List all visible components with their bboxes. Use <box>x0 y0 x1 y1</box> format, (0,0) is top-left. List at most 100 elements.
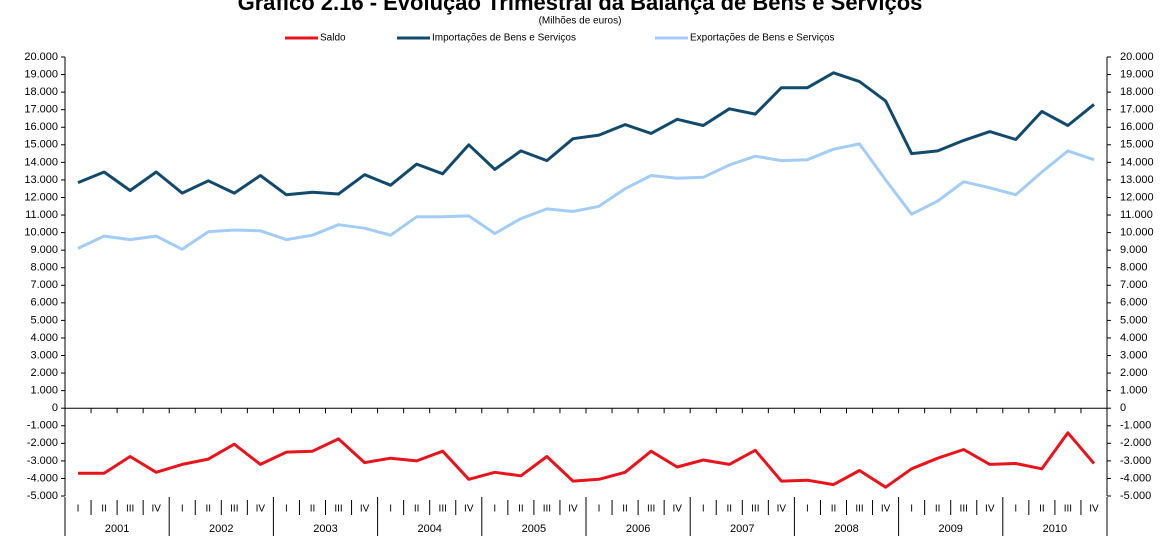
x-tick-label: III <box>960 504 968 515</box>
y-tick-label: 6.000 <box>30 297 58 309</box>
y2-tick-label: 0 <box>1120 402 1126 414</box>
x-tick-label: IV <box>256 504 266 515</box>
group-label: 2001 <box>105 523 129 535</box>
y2-tick-label: 4.000 <box>1120 332 1148 344</box>
y2-tick-label: 9.000 <box>1120 244 1148 256</box>
group-label: 2008 <box>834 523 858 535</box>
x-tick-label: I <box>598 504 601 515</box>
y2-tick-label: 17.000 <box>1120 104 1154 116</box>
y2-tick-label: 8.000 <box>1120 262 1148 274</box>
y2-tick-label: 10.000 <box>1120 227 1154 239</box>
chart-title: Gráfico 2.16 - Evolução Trimestral da Ba… <box>238 0 923 15</box>
group-label: 2005 <box>522 523 546 535</box>
y2-tick-label: 5.000 <box>1120 314 1148 326</box>
x-tick-label: IV <box>1089 504 1099 515</box>
x-tick-label: II <box>1039 504 1045 515</box>
x-tick-label: III <box>543 504 551 515</box>
y-tick-label: 2.000 <box>30 367 58 379</box>
x-tick-label: IV <box>464 504 474 515</box>
legend-label: Exportações de Bens e Serviços <box>690 33 835 44</box>
y2-tick-label: 18.000 <box>1120 86 1154 98</box>
y2-tick-label: 7.000 <box>1120 279 1148 291</box>
y-tick-label: 15.000 <box>24 139 58 151</box>
x-tick-label: I <box>493 504 496 515</box>
x-tick-label: I <box>285 504 288 515</box>
series-line <box>77 71 1095 197</box>
group-label: 2006 <box>626 523 650 535</box>
x-tick-label: I <box>389 504 392 515</box>
x-tick-label: II <box>414 504 420 515</box>
y-tick-label: 17.000 <box>24 104 58 116</box>
x-tick-label: III <box>751 504 759 515</box>
y-tick-label: -5.000 <box>27 490 58 502</box>
y-tick-label: -4.000 <box>27 472 58 484</box>
y-tick-label: 4.000 <box>30 332 58 344</box>
x-tick-label: I <box>910 504 913 515</box>
x-tick-label: IV <box>360 504 370 515</box>
legend-label: Importações de Bens e Serviços <box>432 33 576 44</box>
legend-label: Saldo <box>320 33 346 44</box>
x-tick-label: III <box>439 504 447 515</box>
y-tick-label: 16.000 <box>24 121 58 133</box>
x-tick-label: II <box>205 504 211 515</box>
x-tick-label: III <box>230 504 238 515</box>
x-tick-label: I <box>77 504 80 515</box>
x-tick-label: IV <box>672 504 682 515</box>
y-tick-label: 8.000 <box>30 262 58 274</box>
y-tick-label: 20.000 <box>24 51 58 63</box>
y-tick-label: -3.000 <box>27 455 58 467</box>
y2-tick-label: 19.000 <box>1120 68 1154 80</box>
x-tick-label: II <box>935 504 941 515</box>
x-tick-label: III <box>647 504 655 515</box>
y2-tick-label: 2.000 <box>1120 367 1148 379</box>
x-tick-label: II <box>622 504 628 515</box>
x-tick-label: II <box>101 504 107 515</box>
y-tick-label: 10.000 <box>24 227 58 239</box>
group-label: 2010 <box>1043 523 1067 535</box>
y-tick-label: 3.000 <box>30 349 58 361</box>
chart-subtitle: (Milhões de euros) <box>539 16 622 27</box>
y2-tick-label: 16.000 <box>1120 121 1154 133</box>
y2-tick-label: 11.000 <box>1120 209 1153 221</box>
x-tick-label: III <box>1064 504 1072 515</box>
series-line <box>77 142 1095 251</box>
y2-tick-label: 1.000 <box>1120 385 1148 397</box>
y-tick-label: 13.000 <box>24 174 58 186</box>
x-tick-label: IV <box>985 504 995 515</box>
x-tick-label: IV <box>881 504 891 515</box>
x-tick-label: IV <box>568 504 578 515</box>
y-tick-label: -1.000 <box>27 420 58 432</box>
y2-tick-label: 14.000 <box>1120 156 1154 168</box>
group-label: 2003 <box>313 523 337 535</box>
x-tick-label: III <box>334 504 342 515</box>
y-tick-label: 5.000 <box>30 314 58 326</box>
group-label: 2009 <box>938 523 962 535</box>
y-tick-label: 7.000 <box>30 279 58 291</box>
y-tick-label: 14.000 <box>24 156 58 168</box>
group-label: 2002 <box>209 523 233 535</box>
x-tick-label: III <box>126 504 134 515</box>
y2-tick-label: -3.000 <box>1120 455 1151 467</box>
y2-tick-label: 6.000 <box>1120 297 1148 309</box>
y2-tick-label: 12.000 <box>1120 191 1154 203</box>
x-tick-label: I <box>806 504 809 515</box>
y-tick-label: 12.000 <box>24 191 58 203</box>
y-tick-label: 18.000 <box>24 86 58 98</box>
x-tick-label: II <box>518 504 524 515</box>
series-line <box>78 431 1096 489</box>
y-tick-label: 11.000 <box>25 209 58 221</box>
x-tick-label: III <box>855 504 863 515</box>
x-tick-label: I <box>181 504 184 515</box>
y-tick-label: 1.000 <box>30 385 58 397</box>
group-label: 2004 <box>417 523 441 535</box>
x-tick-label: II <box>831 504 837 515</box>
y-tick-label: 0 <box>52 402 58 414</box>
y-tick-label: 9.000 <box>30 244 58 256</box>
x-tick-label: IV <box>777 504 787 515</box>
y2-tick-label: 15.000 <box>1120 139 1154 151</box>
y2-tick-label: 20.000 <box>1120 51 1154 63</box>
x-tick-label: I <box>702 504 705 515</box>
x-tick-label: II <box>726 504 732 515</box>
